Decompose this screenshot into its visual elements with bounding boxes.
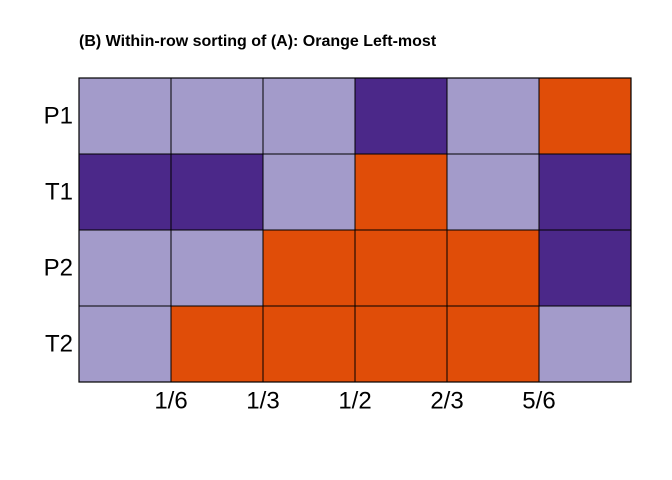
row-label: P1 bbox=[44, 102, 73, 129]
tile bbox=[354, 153, 448, 231]
tile bbox=[170, 153, 264, 231]
tile bbox=[262, 77, 356, 155]
chart-title: (B) Within-row sorting of (A): Orange Le… bbox=[79, 33, 437, 50]
tile bbox=[446, 77, 540, 155]
tile bbox=[446, 305, 540, 383]
tile bbox=[354, 229, 448, 307]
tile bbox=[170, 77, 264, 155]
tile bbox=[78, 305, 172, 383]
tile bbox=[170, 229, 264, 307]
x-tick-label: 5/6 bbox=[522, 387, 555, 414]
x-tick-label: 1/6 bbox=[154, 387, 187, 414]
tile bbox=[262, 305, 356, 383]
tile bbox=[538, 229, 632, 307]
x-tick-label: 1/2 bbox=[338, 387, 371, 414]
tile bbox=[262, 153, 356, 231]
tile bbox=[354, 77, 448, 155]
tile bbox=[446, 229, 540, 307]
tile bbox=[538, 153, 632, 231]
x-tick-label: 1/3 bbox=[246, 387, 279, 414]
tile bbox=[170, 305, 264, 383]
row-label: T2 bbox=[45, 330, 73, 357]
tile bbox=[78, 153, 172, 231]
tile bbox=[262, 229, 356, 307]
tile bbox=[78, 229, 172, 307]
tile bbox=[78, 77, 172, 155]
tile bbox=[538, 77, 632, 155]
tile bbox=[538, 305, 632, 383]
tile bbox=[354, 305, 448, 383]
x-tick-label: 2/3 bbox=[430, 387, 463, 414]
tile bbox=[446, 153, 540, 231]
row-label: P2 bbox=[44, 254, 73, 281]
row-label: T1 bbox=[45, 178, 73, 205]
plot-border bbox=[78, 77, 632, 383]
